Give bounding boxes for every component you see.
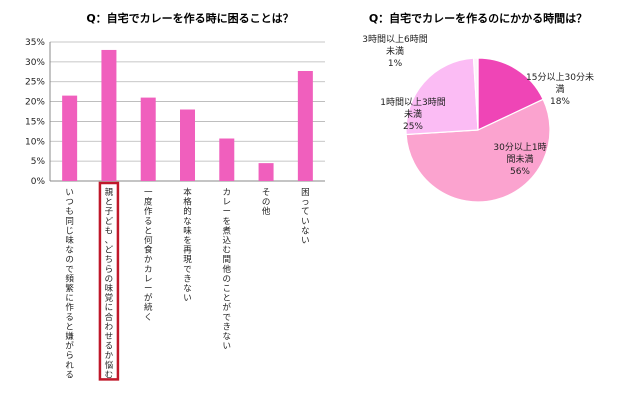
y-tick-label: 5%	[31, 157, 46, 167]
y-tick-label: 35%	[25, 38, 45, 48]
bar	[219, 138, 235, 181]
category-label: 親と子ども、どちらの味覚に合わせるか悩む	[105, 187, 114, 380]
slice-label: 3時間以上6時間未満	[362, 34, 427, 57]
bar	[101, 49, 117, 181]
pie-slice	[405, 57, 479, 136]
pie-chart: 15分以上30分未満 18% 30分以上1時間未満 56% 1時間以上3時間未満 25% 3…	[362, 34, 594, 203]
y-tick-label: 0%	[31, 177, 46, 187]
y-tick-label: 20%	[25, 98, 45, 108]
slice-value-label: 1%	[388, 59, 403, 69]
category-label: 困っていない	[301, 188, 310, 246]
bar-chart-title: Q：自宅でカレーを作る時に困ることは？	[86, 11, 293, 25]
pie-chart-title: Q：自宅でカレーを作るのにかかる時間は？	[369, 11, 587, 25]
y-tick-label: 30%	[25, 58, 45, 68]
bar	[140, 97, 156, 181]
slice-value-label: 56%	[510, 167, 530, 177]
slice-label: 15分以上30分未満	[526, 71, 594, 95]
y-tick-label: 25%	[25, 78, 45, 88]
bar	[62, 95, 78, 181]
bar-chart: 0% 5% 10% 15% 20% 25% 30% 35% いつも同じ味なので頻繁に作ると嫌がら…	[25, 38, 325, 381]
pie-slice	[477, 57, 544, 131]
bar	[297, 70, 313, 181]
highlight-box	[98, 181, 120, 381]
slice-value-label: 18%	[550, 97, 570, 107]
slice-label: 1時間以上3時間未満	[380, 97, 445, 120]
pie-slice	[472, 57, 479, 131]
slice-value-label: 25%	[403, 122, 423, 132]
category-label: 一度作ると何食かカレーが続く	[144, 188, 153, 323]
y-tick-label: 15%	[25, 117, 45, 127]
slice-label: 30分以上1時間未満	[493, 142, 546, 165]
bar	[180, 109, 195, 181]
y-tick-label: 10%	[25, 137, 45, 147]
category-label: 本格的な味を再現できない	[183, 187, 192, 304]
pie-slice	[405, 98, 551, 203]
bar	[258, 163, 274, 181]
category-label: カレーを煮込む間他のことができない	[223, 188, 232, 352]
category-label: いつも同じ味なので頻繁に作ると嫌がられる	[65, 188, 74, 380]
category-label: その他	[262, 188, 271, 217]
